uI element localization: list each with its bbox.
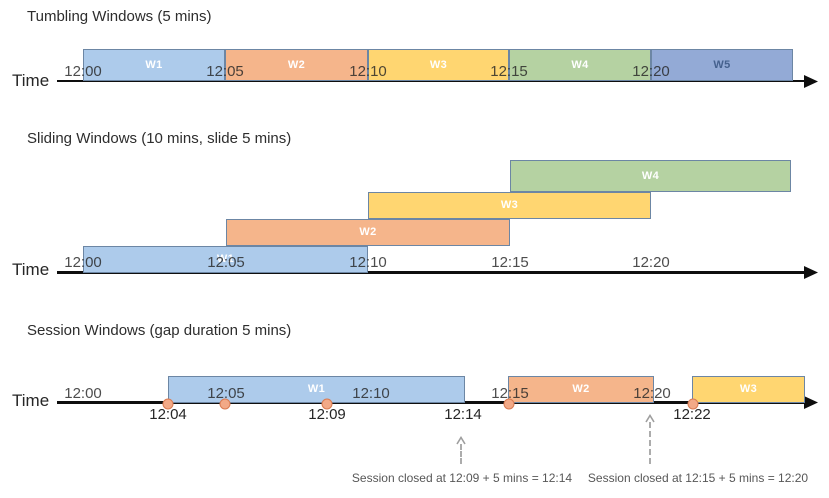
axis-arrowhead-icon bbox=[804, 266, 818, 279]
window-bar-w1: W1 bbox=[83, 246, 368, 273]
window-label: W2 bbox=[572, 383, 590, 395]
axis-tick-label: 12:05 bbox=[207, 385, 245, 402]
axis-arrowhead-icon bbox=[804, 396, 818, 409]
axis-tick-label: 12:00 bbox=[64, 385, 102, 402]
window-bar-w2: W2 bbox=[225, 49, 368, 81]
window-bar-w4: W4 bbox=[510, 160, 791, 192]
window-label: W1 bbox=[307, 383, 326, 395]
window-label: W1 bbox=[216, 253, 235, 265]
axis-tick-label: 12:05 bbox=[206, 63, 244, 80]
time-axis-label: Time bbox=[12, 71, 50, 90]
axis-arrowhead-icon bbox=[804, 75, 818, 88]
axis-tick-label: 12:15 bbox=[491, 385, 529, 402]
time-axis-label: Time bbox=[12, 391, 50, 410]
section-title: Tumbling Windows (5 mins) bbox=[27, 8, 212, 25]
axis-tick-label: 12:10 bbox=[349, 63, 387, 80]
window-bar-w4: W4 bbox=[509, 49, 651, 81]
axis-tick-label: 12:05 bbox=[207, 254, 245, 271]
up-arrowhead-icon bbox=[456, 436, 466, 445]
event-time-label: 12:09 bbox=[308, 406, 346, 423]
event-time-label: 12:04 bbox=[149, 406, 187, 423]
session-close-annotation: Session closed at 12:09 + 5 mins = 12:14 bbox=[351, 471, 573, 485]
axis-tick-label: 12:20 bbox=[632, 254, 670, 271]
window-label: W2 bbox=[359, 226, 377, 238]
window-bar-w3: W3 bbox=[368, 192, 651, 219]
event-dot bbox=[321, 398, 333, 410]
time-axis-line bbox=[57, 271, 806, 274]
window-bar-w1: W1 bbox=[168, 376, 465, 403]
window-label: W2 bbox=[287, 58, 306, 71]
event-time-label: 12:22 bbox=[673, 406, 711, 423]
window-bar-w2: W2 bbox=[508, 376, 654, 403]
session-close-arrow bbox=[644, 414, 656, 464]
window-label: W5 bbox=[713, 58, 731, 71]
section-title: Session Windows (gap duration 5 mins) bbox=[27, 322, 292, 339]
axis-tick-label: 12:20 bbox=[632, 63, 670, 80]
event-dot bbox=[162, 398, 174, 410]
event-time-label: 12:14 bbox=[444, 406, 482, 423]
axis-tick-label: 12:10 bbox=[352, 385, 390, 402]
axis-tick-label: 12:20 bbox=[633, 385, 671, 402]
section-title: Sliding Windows (10 mins, slide 5 mins) bbox=[27, 130, 292, 147]
window-bar-w1: W1 bbox=[83, 49, 225, 81]
event-dot bbox=[687, 398, 699, 410]
window-label: W4 bbox=[641, 169, 660, 182]
time-axis-line bbox=[57, 80, 806, 82]
axis-tick-label: 12:10 bbox=[349, 254, 387, 271]
dashed-arrow-shaft bbox=[649, 422, 651, 464]
window-label: W3 bbox=[500, 199, 519, 211]
axis-tick-label: 12:00 bbox=[64, 63, 102, 80]
up-arrowhead-icon bbox=[645, 414, 655, 423]
event-dot bbox=[219, 398, 231, 410]
time-axis-label: Time bbox=[12, 260, 50, 279]
session-close-arrow bbox=[455, 436, 467, 464]
window-label: W3 bbox=[429, 58, 448, 71]
axis-tick-label: 12:00 bbox=[64, 254, 102, 271]
dashed-arrow-shaft bbox=[460, 444, 462, 464]
window-bar-w5: W5 bbox=[651, 49, 793, 81]
session-close-annotation: Session closed at 12:15 + 5 mins = 12:20 bbox=[587, 471, 809, 485]
axis-tick-label: 12:15 bbox=[490, 63, 528, 80]
window-bar-w2: W2 bbox=[226, 219, 510, 246]
axis-tick-label: 12:15 bbox=[491, 254, 529, 271]
window-label: W3 bbox=[739, 383, 758, 395]
window-bar-w3: W3 bbox=[368, 49, 509, 81]
event-dot bbox=[503, 398, 515, 410]
window-label: W1 bbox=[145, 58, 163, 71]
window-label: W4 bbox=[571, 58, 589, 71]
window-bar-w3: W3 bbox=[692, 376, 805, 403]
